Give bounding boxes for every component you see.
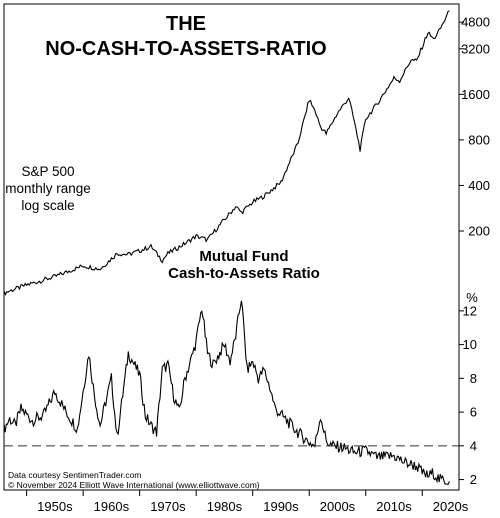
ratio-unit-label: % (466, 290, 478, 305)
ratio-y-tick-label: 6 (470, 405, 477, 420)
ratio-y-tick-label: 10 (463, 337, 477, 352)
sp500-y-tick-label: 1600 (461, 87, 490, 102)
x-tick-label: 2020s (433, 499, 469, 514)
ratio-y-tick-label: 12 (463, 303, 477, 318)
chart-title-line2: NO-CASH-TO-ASSETS-RATIO (45, 38, 326, 60)
chart-title-line1: THE (166, 13, 206, 35)
x-tick-label: 1970s (150, 499, 186, 514)
ratio-y-tick-label: 8 (470, 371, 477, 386)
sp500-y-tick-label: 200 (468, 224, 490, 239)
sp500-label-line3: log scale (21, 198, 74, 213)
x-tick-label: 1960s (94, 499, 130, 514)
x-tick-label: 2000s (320, 499, 356, 514)
x-tick-label: 2010s (376, 499, 412, 514)
sp500-label-line1: S&P 500 (21, 164, 74, 179)
source-credit-line2: © November 2024 Elliott Wave Internation… (8, 480, 260, 490)
sp500-y-tick-label: 3200 (461, 41, 490, 56)
source-credit-line1: Data courtesy SentimenTrader.com (8, 470, 141, 480)
ratio-title-line2: Cash-to-Assets Ratio (168, 265, 320, 282)
ratio-y-tick-label: 4 (470, 438, 477, 453)
ratio-title-line1: Mutual Fund (199, 248, 288, 265)
sp500-y-tick-label: 4800 (461, 15, 490, 30)
sp500-label-line2: monthly range (5, 181, 91, 196)
x-tick-label: 1980s (207, 499, 243, 514)
x-tick-label: 1950s (37, 499, 73, 514)
x-tick-label: 1990s (263, 499, 299, 514)
ratio-y-tick-label: 2 (470, 472, 477, 487)
sp500-y-tick-label: 800 (468, 132, 490, 147)
sp500-y-tick-label: 400 (468, 178, 490, 193)
cash-ratio-line (3, 300, 450, 485)
sp500-line (3, 10, 450, 296)
chart-frame (3, 3, 460, 491)
